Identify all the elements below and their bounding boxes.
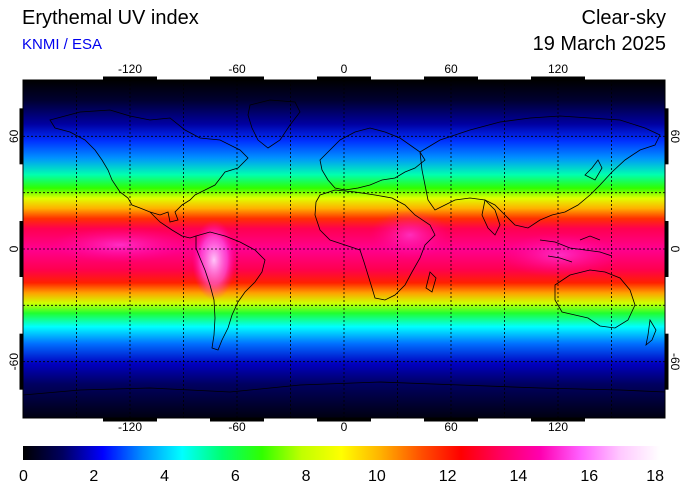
lat-tick-label-right: 0 — [668, 246, 682, 253]
coastline-new-zealand — [645, 318, 657, 347]
lat-tick-label-left: -60 — [7, 353, 21, 371]
colorbar-tick-label: 4 — [160, 468, 169, 485]
sky-condition-label: Clear-sky — [581, 7, 666, 29]
lon-tick-label-top: 0 — [341, 62, 348, 76]
lon-tick-label-bottom: -60 — [228, 420, 246, 434]
colorbar-tick-label: 0 — [19, 468, 28, 485]
lat-tick-label-right: -60 — [668, 353, 682, 371]
credit-label: KNMI / ESA — [22, 36, 103, 53]
colorbar-tick-label: 18 — [646, 468, 664, 485]
lat-tick-label-left: 0 — [7, 245, 21, 252]
lat-tick-label-right: 60 — [668, 130, 682, 144]
lon-tick-label-top: -120 — [118, 62, 142, 76]
coastline-europe — [319, 127, 426, 191]
colorbar-tick-label: 8 — [302, 468, 311, 485]
colorbar-tick-label: 12 — [439, 468, 457, 485]
coastline-africa — [314, 189, 436, 301]
coastline-asia — [419, 115, 661, 229]
colorbar-tick-label: 16 — [580, 468, 598, 485]
lon-tick-label-top: 120 — [548, 62, 568, 76]
colorbar-gradient — [23, 446, 660, 460]
coastline-madagascar — [425, 271, 437, 293]
coastline-antarctica — [23, 381, 665, 396]
map-title: Erythemal UV index — [22, 7, 199, 29]
date-label: 19 March 2025 — [532, 33, 666, 55]
colorbar-tick-label: 2 — [89, 468, 98, 485]
lon-tick-label-bottom: 0 — [341, 420, 348, 434]
lon-tick-label-bottom: 60 — [444, 420, 458, 434]
lon-tick-label-top: -60 — [228, 62, 246, 76]
coastlines — [23, 99, 665, 396]
map-frame — [22, 79, 666, 419]
coastline-indonesia — [539, 235, 613, 263]
colorbar-tick-label: 14 — [510, 468, 528, 485]
colorbar: 0 2 4 6 8 10 12 14 16 18 — [19, 446, 664, 485]
colorbar-tick-label: 6 — [231, 468, 240, 485]
coastline-greenland — [247, 99, 301, 149]
lat-tick-label-left: 60 — [7, 129, 21, 143]
coastline-india — [481, 199, 501, 236]
coastline-north-america — [49, 109, 249, 223]
graticule — [23, 80, 665, 418]
colorbar-tick-label: 10 — [368, 468, 386, 485]
lon-tick-label-bottom: -120 — [118, 420, 142, 434]
lon-tick-label-bottom: 120 — [548, 420, 568, 434]
coastline-japan — [584, 159, 603, 181]
coastline-australia — [554, 269, 636, 329]
lon-tick-label-top: 60 — [444, 62, 458, 76]
coastline-central-america — [149, 211, 197, 239]
axis-labels: -120 -120 -60 -60 0 0 60 60 120 120 60 60 0 0 -60 -60 — [7, 62, 682, 434]
coastline-south-america — [195, 231, 266, 351]
